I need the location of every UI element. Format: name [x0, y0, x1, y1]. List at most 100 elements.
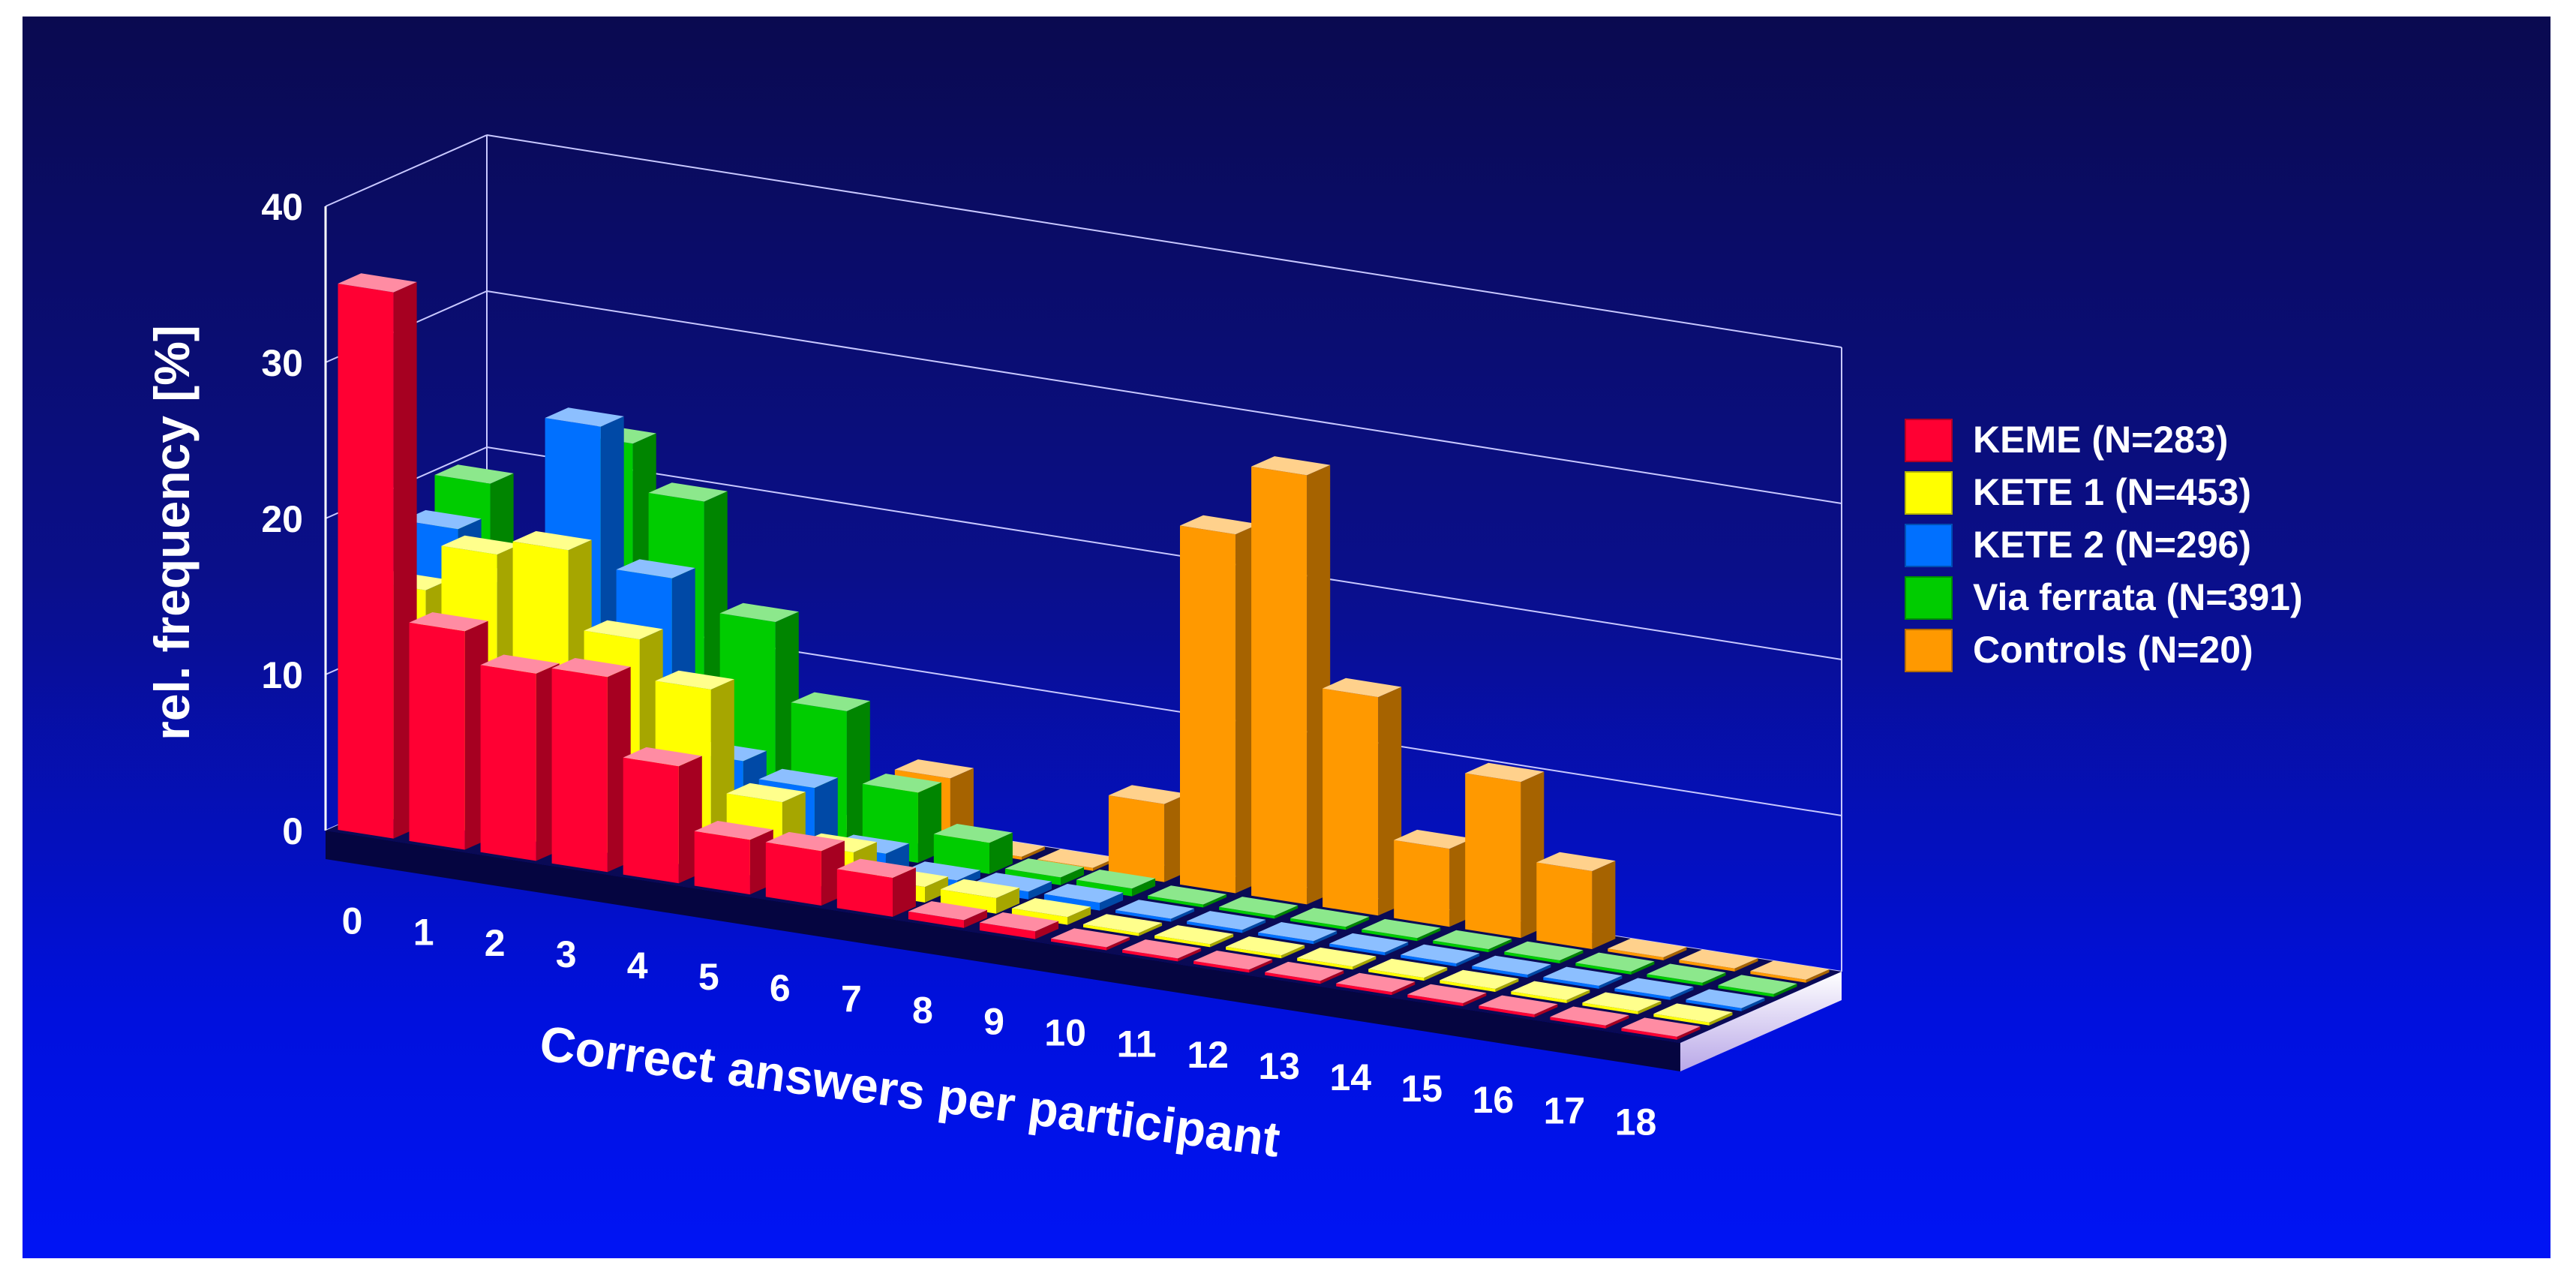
bar-0-3 [551, 658, 631, 873]
bar-4-18 [1750, 960, 1830, 983]
x-tick-label: 11 [1117, 1023, 1157, 1065]
gridline-back [486, 446, 1842, 660]
bar-0-13 [1265, 961, 1344, 984]
bar-3-12 [1290, 908, 1370, 930]
bar-0-6 [765, 831, 845, 906]
bar-4-17 [1679, 949, 1758, 972]
y-axis-title: rel. frequency [%] [144, 325, 200, 741]
bar-4-9 [1108, 785, 1188, 882]
bar-3-13 [1362, 918, 1441, 942]
bar-1-14 [1368, 958, 1448, 981]
bar-3-16 [1575, 952, 1655, 975]
bar-1-11 [1154, 925, 1234, 948]
chart-background: 0 10 20 30 40 0 1 2 3 4 5 6 7 8 9 10 11 12 13 14 15 16 17 18 r… [23, 17, 2550, 1258]
bar-4-10 [1180, 515, 1259, 894]
legend-item: KETE 2 (N=296) [1905, 524, 2251, 567]
bar-0-7 [836, 858, 916, 917]
y-tick-label: 30 [261, 342, 303, 384]
bar-2-10 [1115, 900, 1195, 922]
y-axis-ticks: 0 10 20 30 40 [261, 186, 303, 852]
bar-0-17 [1550, 1006, 1629, 1029]
x-tick-label: 3 [556, 933, 577, 975]
bar-0-5 [694, 821, 773, 895]
y-tick-label: 20 [261, 498, 303, 540]
bar-0-14 [1336, 972, 1416, 996]
bar-3-17 [1647, 963, 1726, 986]
bar-2-13 [1329, 933, 1409, 956]
y-tick-label: 0 [282, 810, 303, 852]
x-tick-label: 17 [1544, 1090, 1586, 1132]
y-tick-label: 40 [261, 186, 303, 228]
legend-item: KETE 1 (N=453) [1905, 471, 2251, 515]
x-tick-label: 0 [342, 900, 363, 942]
bar-0-2 [480, 654, 560, 861]
bar-3-14 [1433, 930, 1512, 953]
x-tick-label: 8 [912, 990, 933, 1032]
bar-1-18 [1653, 1003, 1733, 1026]
legend-swatch [1905, 629, 1953, 672]
bar-3-7 [933, 824, 1013, 874]
chart-bars [338, 273, 1830, 1040]
x-tick-label: 12 [1187, 1034, 1229, 1076]
bar-0-8 [908, 901, 987, 928]
bar-0-16 [1479, 995, 1558, 1017]
bar-4-13 [1394, 829, 1473, 927]
x-tick-label: 9 [983, 1001, 1004, 1043]
bar-1-10 [1083, 914, 1163, 936]
bar-2-14 [1401, 944, 1480, 967]
bar-0-11 [1122, 939, 1202, 962]
bar-0-12 [1193, 951, 1273, 973]
x-tick-label: 15 [1401, 1068, 1443, 1110]
bar-0-10 [1051, 928, 1130, 951]
bar-4-15 [1536, 852, 1616, 949]
bar-0-9 [979, 912, 1059, 939]
bar-2-11 [1187, 911, 1266, 933]
gridline-back [486, 134, 1842, 348]
bar-4-16 [1608, 938, 1687, 960]
legend-swatch [1905, 471, 1953, 515]
legend-label: KETE 2 (N=296) [1973, 524, 2251, 566]
x-tick-label: 5 [698, 956, 719, 998]
legend-item: Via ferrata (N=391) [1905, 576, 2303, 620]
bar-0-1 [409, 612, 488, 850]
legend-label: Controls (N=20) [1973, 629, 2253, 671]
bar-1-8 [940, 879, 1019, 914]
floor-front [326, 831, 1680, 1071]
bar-0-15 [1407, 984, 1487, 1006]
x-tick-label: 1 [413, 911, 434, 953]
x-tick-label: 4 [627, 945, 648, 987]
x-tick-label: 6 [770, 967, 791, 1009]
bar-2-15 [1472, 955, 1551, 978]
x-tick-label: 10 [1044, 1011, 1086, 1053]
bar-2-18 [1686, 989, 1765, 1011]
x-tick-label: 18 [1615, 1101, 1657, 1143]
bar-0-18 [1621, 1017, 1701, 1040]
bar-4-14 [1465, 762, 1545, 939]
chart-legend: KEME (N=283) KETE 1 (N=453) KETE 2 (N=296)… [1905, 419, 2303, 672]
y-tick-label: 10 [261, 654, 303, 696]
legend-item: Controls (N=20) [1905, 629, 2253, 672]
floor-side [1680, 972, 1842, 1071]
bar-2-12 [1258, 922, 1338, 945]
x-tick-label: 14 [1329, 1056, 1371, 1098]
gridline-back [486, 290, 1842, 504]
x-axis-title: Correct answers per participant [536, 1015, 1283, 1167]
gridline-side [325, 134, 488, 207]
x-tick-label: 7 [841, 978, 862, 1020]
x-tick-label: 13 [1258, 1045, 1300, 1087]
bar-2-16 [1543, 966, 1623, 989]
bar-2-17 [1614, 978, 1694, 1000]
bar-4-12 [1323, 678, 1402, 916]
bar-1-17 [1582, 992, 1662, 1014]
legend-item: KEME (N=283) [1905, 419, 2228, 462]
bar-1-15 [1440, 969, 1519, 992]
bar-0-4 [623, 747, 702, 884]
bar-1-13 [1297, 947, 1377, 970]
bar-3-18 [1718, 975, 1797, 997]
legend-label: Via ferrata (N=391) [1973, 576, 2303, 618]
x-tick-label: 2 [485, 922, 506, 964]
legend-label: KETE 1 (N=453) [1973, 471, 2251, 513]
bar-3-10 [1148, 885, 1227, 908]
legend-swatch [1905, 419, 1953, 462]
